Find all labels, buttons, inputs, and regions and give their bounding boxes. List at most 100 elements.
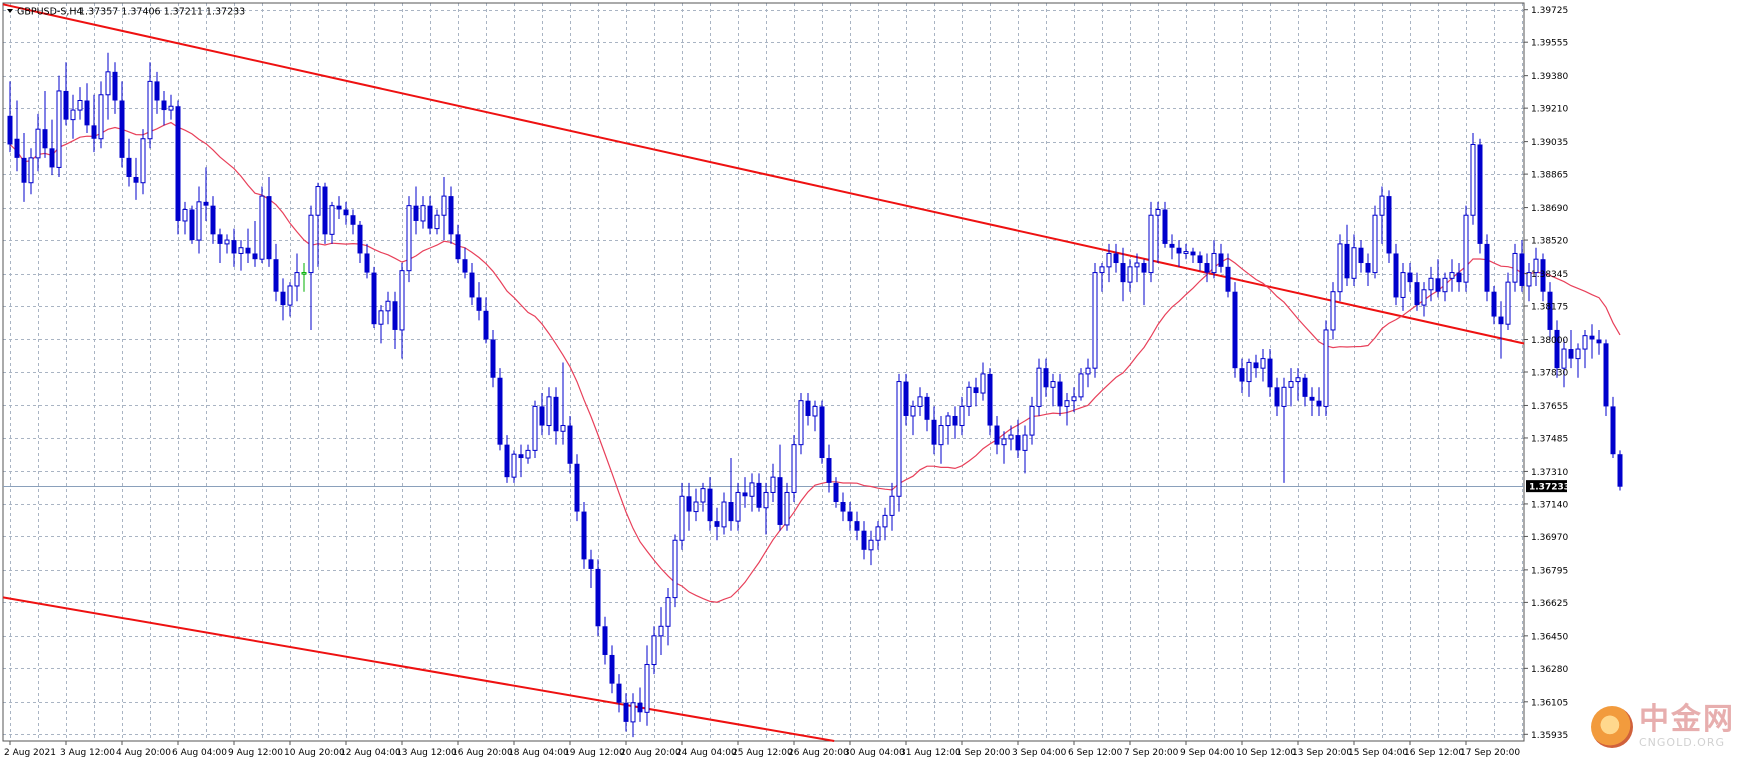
candle[interactable] bbox=[1442, 272, 1448, 302]
candle[interactable] bbox=[707, 477, 713, 531]
candle[interactable] bbox=[1274, 377, 1280, 416]
candle[interactable] bbox=[826, 444, 832, 493]
candle[interactable] bbox=[301, 263, 307, 292]
candle[interactable] bbox=[161, 90, 167, 126]
candle[interactable] bbox=[1288, 368, 1294, 407]
candle[interactable] bbox=[805, 393, 811, 426]
candle[interactable] bbox=[1120, 247, 1126, 302]
candle[interactable] bbox=[518, 444, 524, 478]
candle[interactable] bbox=[1029, 396, 1035, 445]
candle[interactable] bbox=[1085, 358, 1091, 388]
candle[interactable] bbox=[469, 263, 475, 306]
candle[interactable] bbox=[1323, 320, 1329, 416]
candle[interactable] bbox=[343, 201, 349, 225]
candle[interactable] bbox=[686, 482, 692, 531]
candle[interactable] bbox=[504, 435, 510, 483]
candle[interactable] bbox=[378, 305, 384, 344]
candle[interactable] bbox=[350, 209, 356, 235]
candle[interactable] bbox=[994, 415, 1000, 455]
candle[interactable] bbox=[658, 607, 664, 655]
candle[interactable] bbox=[1386, 190, 1392, 264]
candle[interactable] bbox=[462, 247, 468, 279]
candle[interactable] bbox=[1337, 234, 1343, 302]
candle[interactable] bbox=[448, 186, 454, 244]
candle[interactable] bbox=[1421, 282, 1427, 317]
candle[interactable] bbox=[952, 406, 958, 439]
candle[interactable] bbox=[588, 549, 594, 589]
candle[interactable] bbox=[959, 396, 965, 436]
candle[interactable] bbox=[1169, 234, 1175, 260]
candle[interactable] bbox=[1554, 320, 1560, 378]
candle[interactable] bbox=[532, 400, 538, 459]
candle[interactable] bbox=[1022, 425, 1028, 474]
candle[interactable] bbox=[567, 415, 573, 474]
candle[interactable] bbox=[1407, 263, 1413, 292]
candle[interactable] bbox=[196, 186, 202, 254]
candle[interactable] bbox=[980, 362, 986, 401]
candle[interactable] bbox=[1141, 259, 1147, 306]
candle[interactable] bbox=[63, 62, 69, 126]
candle[interactable] bbox=[70, 94, 76, 139]
candle[interactable] bbox=[609, 645, 615, 694]
candle[interactable] bbox=[910, 400, 916, 436]
candle[interactable] bbox=[1162, 201, 1168, 248]
candle[interactable] bbox=[1484, 234, 1490, 302]
trendline-upper[interactable] bbox=[2, 3, 1525, 345]
candle[interactable] bbox=[812, 400, 818, 432]
candle[interactable] bbox=[1519, 240, 1525, 292]
candle[interactable] bbox=[364, 243, 370, 279]
candle[interactable] bbox=[490, 329, 496, 388]
candle[interactable] bbox=[553, 387, 559, 445]
candle[interactable] bbox=[1106, 243, 1112, 283]
candle[interactable] bbox=[126, 138, 132, 187]
candle[interactable] bbox=[833, 477, 839, 508]
candle[interactable] bbox=[210, 196, 216, 244]
candle[interactable] bbox=[329, 201, 335, 244]
candle[interactable] bbox=[77, 87, 83, 120]
candle[interactable] bbox=[147, 62, 153, 149]
candle[interactable] bbox=[133, 157, 139, 200]
candle[interactable] bbox=[854, 511, 860, 541]
candle[interactable] bbox=[546, 387, 552, 436]
candle[interactable] bbox=[1197, 251, 1203, 271]
candle[interactable] bbox=[119, 81, 125, 168]
candle[interactable] bbox=[1183, 243, 1189, 260]
candle[interactable] bbox=[1512, 243, 1518, 292]
candle[interactable] bbox=[168, 94, 174, 120]
candle[interactable] bbox=[882, 507, 888, 541]
candle[interactable] bbox=[1316, 387, 1322, 416]
candle[interactable] bbox=[287, 282, 293, 317]
candle[interactable] bbox=[1092, 263, 1098, 378]
candle[interactable] bbox=[1295, 368, 1301, 401]
candle[interactable] bbox=[1414, 272, 1420, 311]
candle[interactable] bbox=[679, 482, 685, 550]
candle[interactable] bbox=[819, 400, 825, 464]
candle[interactable] bbox=[1400, 263, 1406, 311]
candle[interactable] bbox=[560, 362, 566, 445]
candle[interactable] bbox=[1575, 343, 1581, 378]
price-axis[interactable]: 1.39725 1.39555 1.39380 1.39210 1.39035 1.388… bbox=[1524, 6, 1570, 741]
candle[interactable] bbox=[1064, 393, 1070, 426]
candle[interactable] bbox=[406, 196, 412, 283]
candle[interactable] bbox=[756, 473, 762, 512]
candle[interactable] bbox=[637, 687, 643, 722]
candle[interactable] bbox=[322, 182, 328, 244]
candle[interactable] bbox=[392, 291, 398, 350]
candle[interactable] bbox=[1176, 240, 1182, 267]
candle[interactable] bbox=[840, 492, 846, 522]
candle[interactable] bbox=[525, 444, 531, 464]
candle[interactable] bbox=[1617, 450, 1623, 491]
candle[interactable] bbox=[1218, 243, 1224, 273]
candle[interactable] bbox=[1190, 247, 1196, 264]
candle[interactable] bbox=[595, 559, 601, 636]
candle[interactable] bbox=[112, 62, 118, 114]
candle[interactable] bbox=[1330, 282, 1336, 340]
candle[interactable] bbox=[791, 435, 797, 503]
candle[interactable] bbox=[1225, 253, 1231, 298]
candle[interactable] bbox=[91, 94, 97, 153]
candle[interactable] bbox=[182, 201, 188, 235]
candle[interactable] bbox=[1078, 368, 1084, 401]
candle[interactable] bbox=[1260, 349, 1266, 382]
candle[interactable] bbox=[735, 482, 741, 531]
